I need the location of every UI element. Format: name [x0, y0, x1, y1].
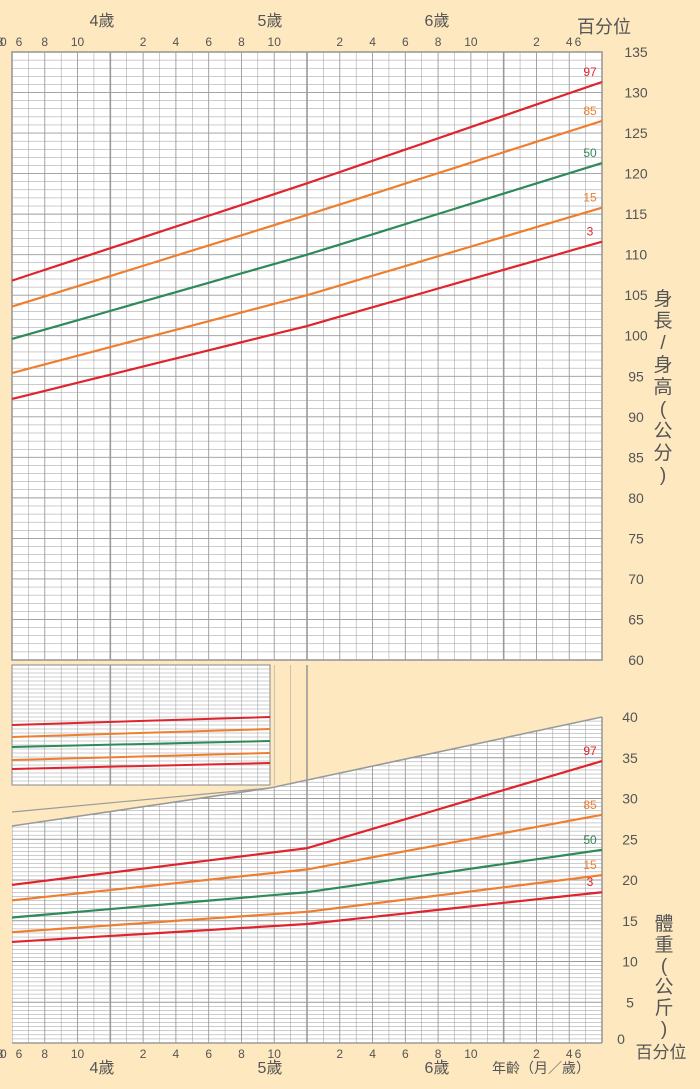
top-month-label: 10: [71, 35, 85, 49]
weight-tick-label: 25: [622, 831, 638, 847]
height-axis-char: 高: [653, 376, 672, 398]
bottom-month-label: 4: [369, 1047, 376, 1061]
top-month-label: 2: [140, 35, 147, 49]
top-month-label: 8: [41, 35, 48, 49]
top-month-label: 6: [402, 35, 409, 49]
weight-tick-label: 10: [622, 954, 638, 970]
height-tick-label: 60: [628, 652, 644, 668]
bottom-age-label: 4歲: [90, 1059, 115, 1077]
height-axis-char: (: [660, 399, 667, 420]
height-tick-label: 65: [628, 611, 644, 627]
height-tick-label: 90: [628, 409, 644, 425]
height-tick-label: 105: [624, 287, 648, 303]
top-age-label: 6歲: [425, 12, 450, 30]
top-month-label: 6: [205, 35, 212, 49]
height-label-p97: 97: [583, 65, 597, 79]
height-axis-char: 分: [653, 442, 672, 464]
weight-axis-char: ): [661, 1019, 667, 1040]
bottom-month-label: 6: [402, 1047, 409, 1061]
top-month-label: 4: [566, 35, 573, 49]
bottom-percentile-title: 百分位: [636, 1043, 687, 1062]
weight-label-p50: 50: [583, 833, 597, 847]
height-axis-char: 身: [653, 354, 672, 376]
bottom-month-label: 2: [336, 1047, 343, 1061]
height-tick-label: 70: [628, 571, 644, 587]
bottom-month-label: 8: [41, 1047, 48, 1061]
top-month-label: 2: [336, 35, 343, 49]
top-month-label: 4: [173, 35, 180, 49]
top-month-label: 10: [268, 35, 282, 49]
weight-axis-char: 重: [654, 934, 673, 956]
height-label-p50: 50: [583, 146, 597, 160]
top-month-label: 8: [238, 35, 245, 49]
weight-label-p97: 97: [583, 744, 597, 758]
top-month-label: 6: [16, 35, 23, 49]
height-tick-label: 75: [628, 530, 644, 546]
top-month-label: 10: [464, 35, 478, 49]
top-percentile-title: 百分位: [577, 17, 631, 37]
height-label-p85: 85: [583, 104, 597, 118]
bottom-month-label: 6: [16, 1047, 23, 1061]
weight-tick-label: 0: [617, 1031, 625, 1047]
bottom-month-label: 4: [173, 1047, 180, 1061]
height-tick-label: 95: [628, 368, 644, 384]
top-month-label: 8: [435, 35, 442, 49]
bottom-month-label: 2: [533, 1047, 540, 1061]
bottom-month-label: 10: [71, 1047, 85, 1061]
bottom-month-label: 10: [268, 1047, 282, 1061]
weight-tick-label: 15: [622, 913, 638, 929]
height-tick-label: 110: [625, 247, 648, 263]
height-tick-label: 130: [624, 85, 648, 101]
bottom-month-label: 2: [140, 1047, 147, 1061]
bottom-month-label: 8: [435, 1047, 442, 1061]
weight-axis-char: (: [661, 956, 668, 977]
top-month-label: 4: [369, 35, 376, 49]
weight-label-p15: 15: [583, 858, 597, 872]
bottom-month-label: 10: [464, 1047, 478, 1061]
height-tick-label: 80: [628, 490, 644, 506]
bottom-age-label: 6歲: [425, 1059, 450, 1077]
top-age-label: 4歲: [90, 12, 115, 30]
bottom-axis-title: 年齡（月／歲）: [492, 1060, 590, 1076]
height-label-p15: 15: [583, 191, 597, 205]
weight-axis-char: 公: [654, 977, 673, 998]
height-axis-char: 身: [653, 288, 672, 310]
height-tick-label: 100: [624, 328, 648, 344]
weight-label-p85: 85: [583, 798, 597, 812]
height-tick-label: 115: [625, 206, 648, 222]
weight-tick-label: 40: [622, 709, 638, 725]
top-month-label: 10: [0, 35, 7, 49]
bottom-month-label: 4: [566, 1047, 573, 1061]
bottom-month-label: 6: [205, 1047, 212, 1061]
bottom-age-label: 5歲: [258, 1059, 283, 1077]
weight-tick-label: 30: [622, 791, 638, 807]
weight-label-p3: 3: [587, 875, 594, 889]
height-axis-char: 公: [653, 421, 672, 442]
top-age-label: 5歲: [258, 12, 283, 30]
height-tick-label: 120: [624, 166, 648, 182]
bottom-month-label: 10: [0, 1047, 7, 1061]
height-tick-label: 85: [628, 449, 644, 465]
height-axis-char: 長: [653, 311, 672, 332]
weight-tick-label: 35: [622, 750, 638, 766]
top-month-label: 6: [575, 35, 582, 49]
height-tick-label: 125: [624, 125, 648, 141]
top-month-label: 2: [533, 35, 540, 49]
bottom-month-label: 8: [238, 1047, 245, 1061]
weight-tick-label: 20: [622, 872, 638, 888]
bottom-month-label: 6: [575, 1047, 582, 1061]
weight-axis-char: 斤: [654, 997, 673, 1019]
weight-axis-char: 體: [654, 913, 673, 935]
height-axis-char: /: [660, 333, 666, 354]
height-axis-char: ): [660, 465, 666, 486]
height-label-p3: 3: [587, 225, 594, 239]
height-tick-label: 135: [624, 44, 648, 60]
weight-tick-label: 5: [626, 994, 634, 1010]
